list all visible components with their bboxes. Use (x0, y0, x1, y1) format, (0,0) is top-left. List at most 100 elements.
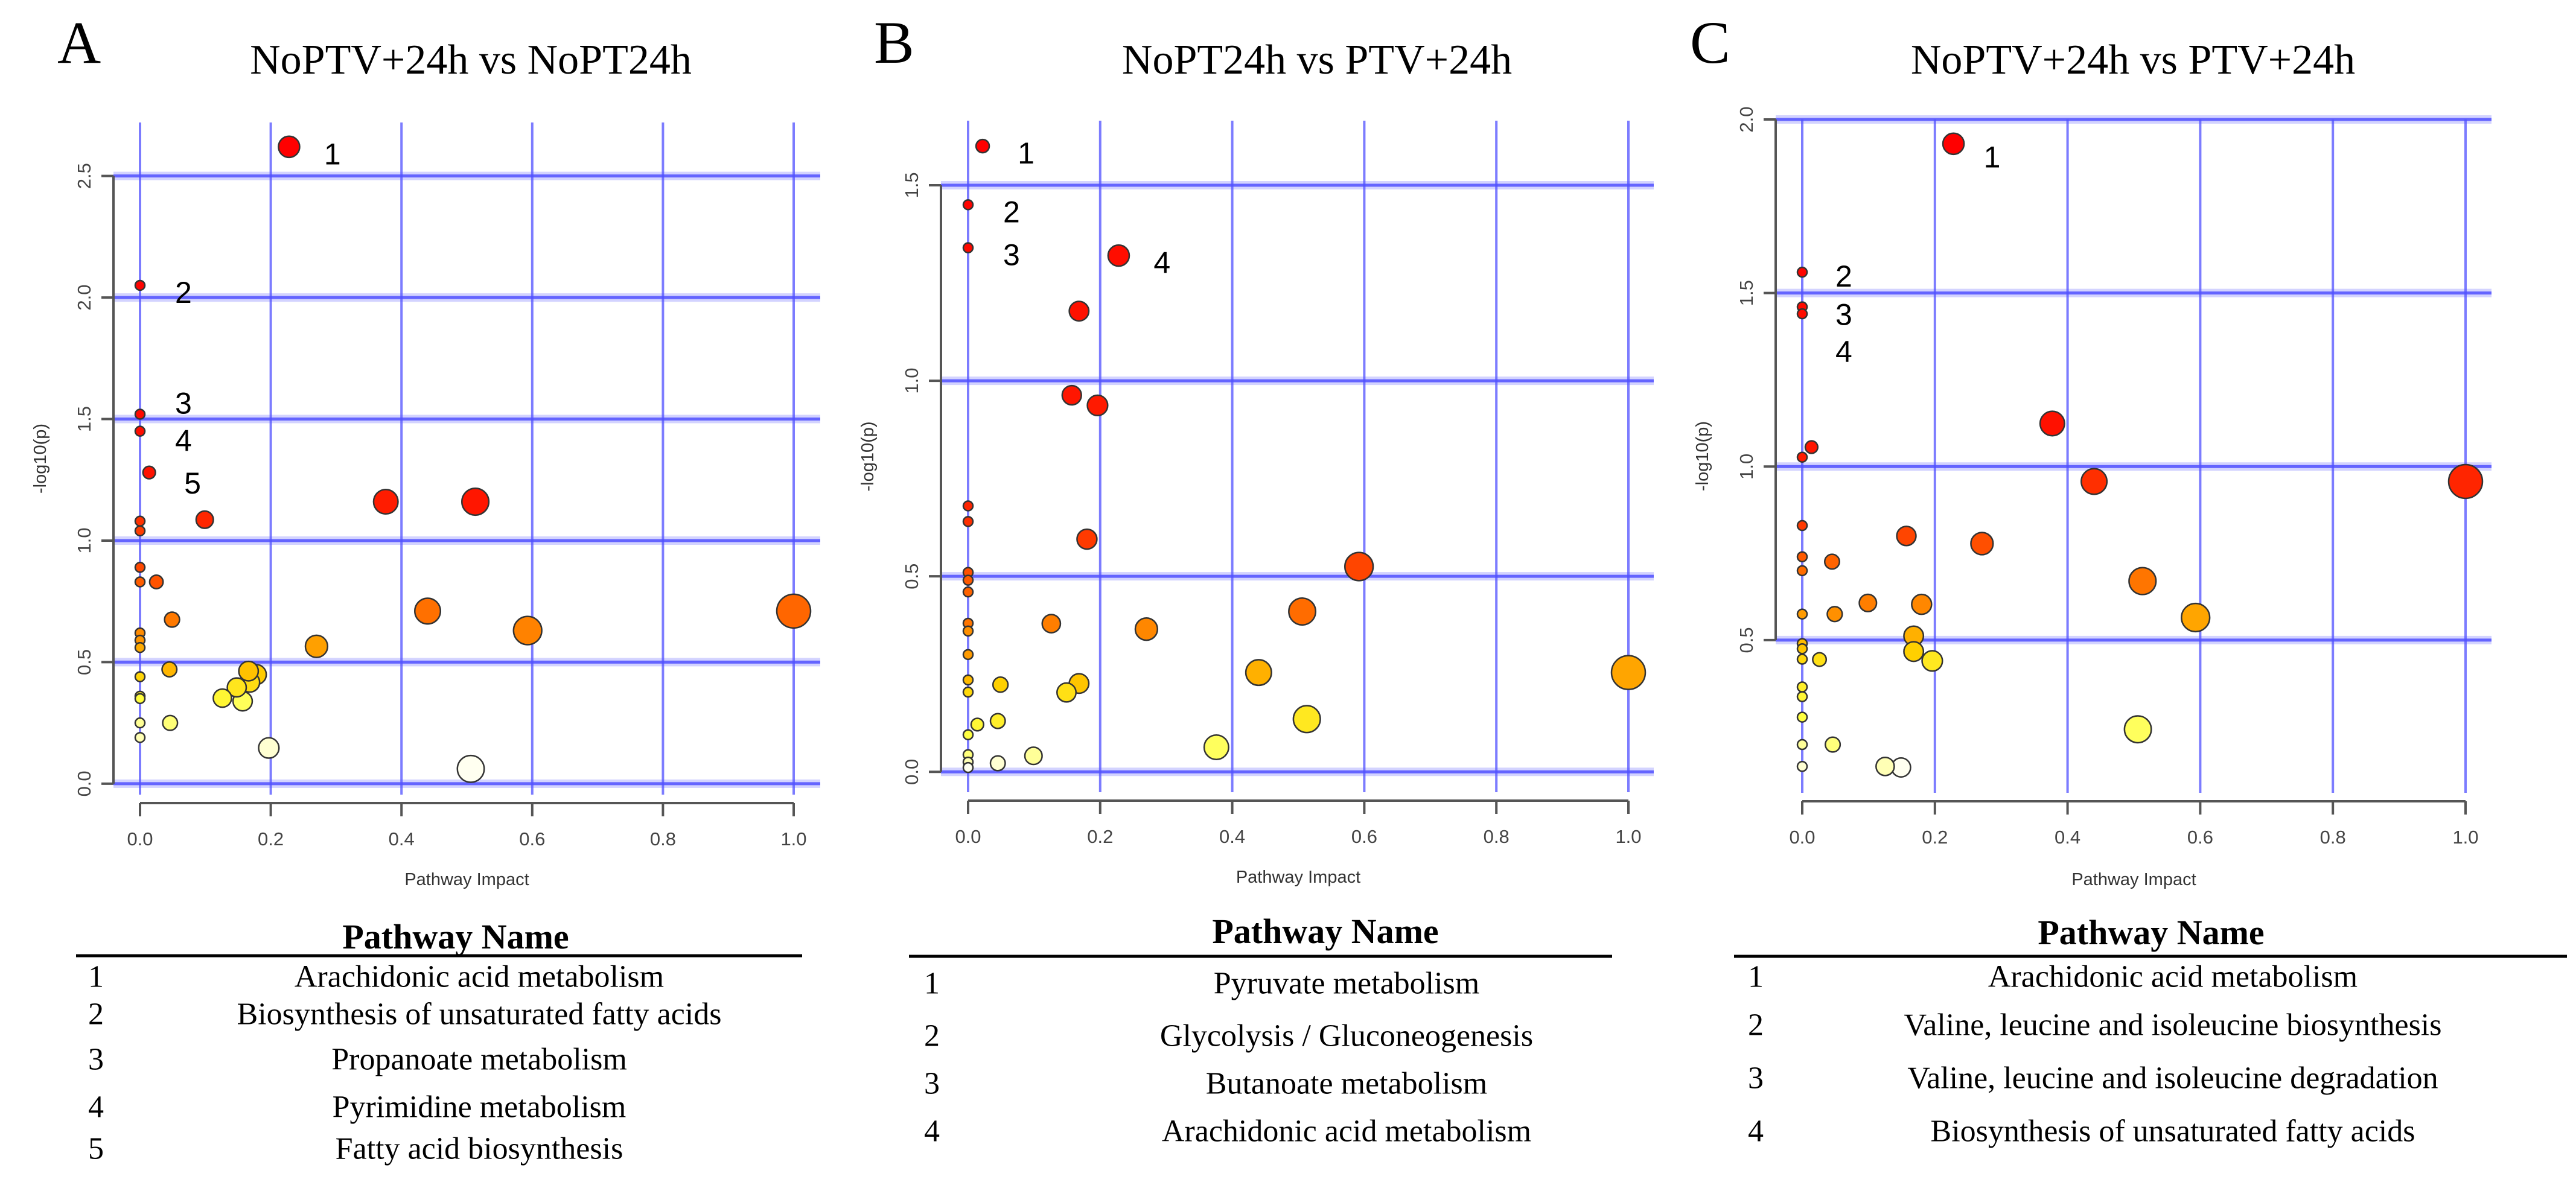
data-point[interactable] (1796, 519, 1808, 532)
data-point[interactable] (1796, 711, 1808, 723)
data-point[interactable] (134, 525, 146, 537)
data-point[interactable] (1812, 652, 1828, 667)
data-point[interactable] (1796, 681, 1808, 693)
data-point[interactable] (1796, 608, 1808, 620)
data-point[interactable] (970, 717, 984, 732)
data-point[interactable] (1056, 682, 1077, 703)
data-point[interactable] (962, 586, 974, 598)
data-point[interactable] (1203, 734, 1229, 760)
data-point[interactable] (134, 732, 146, 743)
data-point[interactable] (456, 754, 485, 783)
data-point[interactable] (1970, 532, 1994, 556)
data-point[interactable] (1875, 756, 1895, 777)
data-point[interactable] (2128, 567, 2157, 596)
data-point[interactable] (1823, 553, 1840, 570)
data-point[interactable] (164, 611, 180, 628)
data-point[interactable] (212, 688, 232, 708)
data-point[interactable] (962, 516, 974, 527)
data-point[interactable] (134, 425, 146, 437)
data-point[interactable] (134, 408, 146, 420)
data-point[interactable] (414, 597, 442, 625)
data-point[interactable] (1344, 551, 1374, 582)
data-point[interactable] (962, 649, 974, 661)
data-point[interactable] (962, 500, 974, 512)
data-point[interactable] (1858, 593, 1878, 612)
data-point[interactable] (962, 242, 974, 253)
data-point[interactable] (1796, 551, 1808, 563)
data-point[interactable] (134, 279, 146, 291)
data-point[interactable] (1068, 300, 1090, 322)
data-point[interactable] (2181, 602, 2211, 633)
table-row: 1 Arachidonic acid metabolism (88, 960, 664, 994)
data-point[interactable] (1796, 266, 1808, 278)
data-point[interactable] (278, 135, 301, 159)
data-point[interactable] (134, 717, 146, 729)
data-point[interactable] (1896, 526, 1917, 547)
data-point[interactable] (962, 674, 974, 686)
data-point[interactable] (1134, 617, 1159, 641)
data-point[interactable] (134, 562, 146, 573)
data-point[interactable] (461, 487, 490, 516)
data-point[interactable] (372, 488, 399, 515)
data-point[interactable] (2123, 715, 2152, 744)
data-point[interactable] (2039, 410, 2065, 437)
data-point[interactable] (1921, 650, 1943, 672)
data-point[interactable] (1796, 308, 1808, 320)
x-tick-label: 1.0 (780, 828, 806, 850)
data-point[interactable] (226, 677, 247, 698)
data-point[interactable] (161, 661, 178, 678)
data-point[interactable] (962, 199, 974, 211)
data-point[interactable] (195, 510, 214, 529)
point-label: 3 (1003, 238, 1020, 272)
x-tick-label: 0.6 (2187, 827, 2213, 848)
data-point[interactable] (992, 676, 1009, 693)
data-point[interactable] (962, 729, 974, 740)
data-point[interactable] (1292, 705, 1321, 734)
data-point[interactable] (2447, 463, 2484, 500)
data-point[interactable] (962, 761, 974, 774)
data-point[interactable] (1911, 593, 1933, 615)
data-point[interactable] (258, 737, 280, 759)
data-point[interactable] (142, 465, 156, 480)
data-point[interactable] (1796, 451, 1808, 463)
data-point[interactable] (1796, 691, 1808, 702)
data-point[interactable] (238, 660, 260, 682)
data-point[interactable] (962, 686, 974, 698)
data-point[interactable] (1245, 659, 1272, 687)
data-point[interactable] (1826, 606, 1843, 623)
data-point[interactable] (134, 641, 146, 653)
data-point[interactable] (1024, 746, 1043, 766)
data-point[interactable] (776, 593, 812, 629)
data-point[interactable] (1903, 641, 1925, 662)
data-point[interactable] (162, 714, 179, 731)
data-point[interactable] (1061, 384, 1082, 406)
data-point[interactable] (1076, 528, 1098, 550)
data-point[interactable] (1796, 653, 1808, 665)
data-point[interactable] (304, 634, 329, 658)
data-point[interactable] (1796, 739, 1808, 751)
data-point[interactable] (1825, 736, 1841, 753)
data-point[interactable] (1942, 132, 1965, 156)
data-point[interactable] (1796, 565, 1808, 577)
data-point[interactable] (134, 671, 146, 682)
data-point[interactable] (134, 576, 146, 588)
data-point[interactable] (148, 574, 164, 589)
data-point[interactable] (1796, 761, 1808, 772)
data-point[interactable] (2080, 468, 2108, 495)
data-point[interactable] (512, 615, 543, 646)
data-point[interactable] (134, 515, 146, 527)
data-point[interactable] (989, 713, 1006, 729)
data-point[interactable] (1086, 394, 1109, 417)
data-point[interactable] (1796, 643, 1808, 655)
x-tick-label: 0.8 (650, 828, 676, 850)
data-point[interactable] (989, 755, 1006, 772)
data-point[interactable] (962, 574, 974, 586)
data-point[interactable] (1804, 440, 1819, 454)
data-point[interactable] (962, 625, 974, 637)
data-point[interactable] (1610, 655, 1647, 690)
data-point[interactable] (975, 138, 990, 154)
data-point[interactable] (1107, 244, 1130, 267)
data-point[interactable] (1288, 597, 1317, 626)
data-point[interactable] (134, 693, 146, 705)
data-point[interactable] (1041, 614, 1062, 634)
